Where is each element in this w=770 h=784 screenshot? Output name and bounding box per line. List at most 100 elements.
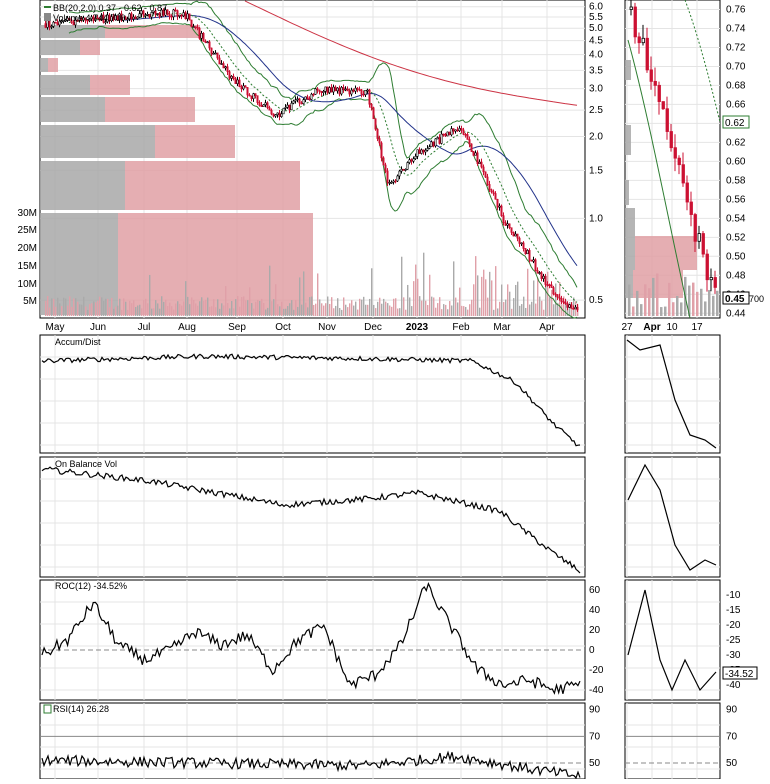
volume-bar bbox=[297, 306, 299, 316]
candle-body bbox=[368, 89, 371, 105]
candle-body bbox=[478, 161, 481, 164]
candle-body bbox=[326, 86, 329, 93]
volume-bar bbox=[175, 303, 177, 316]
volume-bar bbox=[251, 303, 253, 316]
candle-body bbox=[498, 205, 501, 208]
volume-bar bbox=[369, 298, 371, 316]
zoom-candle-body bbox=[677, 157, 681, 166]
volume-bar bbox=[65, 298, 67, 316]
volume-bar bbox=[527, 268, 529, 316]
candle-body bbox=[190, 19, 193, 28]
volume-bar bbox=[267, 307, 269, 316]
y-label-1: 1.0 bbox=[589, 213, 603, 224]
zoom-candle-body bbox=[685, 182, 689, 203]
zoom-volume-bar bbox=[704, 301, 707, 316]
vol-tick-20M: 20M bbox=[18, 243, 37, 254]
candle-body bbox=[270, 109, 273, 115]
candle-body bbox=[218, 57, 221, 65]
candle-body bbox=[104, 21, 107, 24]
candle-body bbox=[192, 26, 195, 28]
candle-body bbox=[108, 14, 111, 22]
volume-bar bbox=[269, 265, 271, 316]
candle-body bbox=[210, 47, 213, 55]
volume-bar bbox=[111, 297, 113, 316]
volume-bar bbox=[121, 309, 123, 316]
volume-bar bbox=[131, 303, 133, 316]
zoom-volume-bar bbox=[644, 284, 647, 316]
candle-body bbox=[140, 10, 143, 15]
candle-body bbox=[314, 88, 317, 95]
roc-zoom-tick--40: -40 bbox=[726, 680, 741, 691]
rsi-zoom-tick-90: 90 bbox=[726, 705, 738, 716]
indicator-frame-2 bbox=[39, 579, 586, 701]
volume-bar bbox=[313, 304, 315, 316]
accum-dist-label: Accum/Dist bbox=[55, 337, 101, 347]
bb-mid-line bbox=[68, 12, 578, 303]
bollinger-bands bbox=[68, 0, 578, 319]
candle-body bbox=[216, 52, 219, 59]
candle-body bbox=[208, 41, 211, 49]
candle-body bbox=[188, 13, 191, 21]
volume-bar bbox=[115, 306, 117, 316]
candle-body bbox=[178, 14, 181, 17]
volume-bar bbox=[99, 296, 101, 316]
volume-bar bbox=[551, 289, 553, 316]
volume-bar bbox=[245, 300, 247, 316]
candle-body bbox=[182, 12, 185, 17]
candle-body bbox=[358, 89, 361, 91]
candle-body bbox=[222, 63, 225, 69]
volume-bar bbox=[209, 306, 211, 316]
candle-body bbox=[264, 102, 267, 106]
volume-bar bbox=[489, 271, 491, 316]
candle-body bbox=[306, 96, 309, 99]
volume-bar bbox=[203, 300, 205, 316]
rsi-tick-50: 50 bbox=[589, 758, 601, 769]
volume-bar bbox=[521, 304, 523, 316]
volume-bar bbox=[161, 296, 163, 316]
zoom-volume-bar bbox=[676, 295, 679, 316]
candle-body bbox=[146, 14, 149, 16]
candle-body bbox=[382, 157, 385, 166]
candle-body bbox=[220, 63, 223, 65]
candle-body bbox=[424, 149, 427, 153]
candle-body bbox=[278, 112, 281, 117]
candle-body bbox=[546, 284, 549, 286]
zoom-y-label-0.54: 0.54 bbox=[726, 213, 746, 224]
ma-mid-line bbox=[124, 14, 578, 266]
candle-body bbox=[348, 90, 351, 95]
volume-bar bbox=[119, 298, 121, 316]
volume-bar bbox=[469, 304, 471, 316]
candle-body bbox=[244, 85, 247, 88]
candle-body bbox=[438, 137, 441, 144]
volume-bar bbox=[55, 306, 57, 316]
candle-body bbox=[212, 52, 215, 55]
zoom-y-label-0.72: 0.72 bbox=[726, 42, 746, 53]
volume-bar bbox=[453, 261, 455, 316]
obv-zoom-line bbox=[627, 463, 717, 571]
zoom-candle-body bbox=[657, 84, 661, 102]
candle-body bbox=[156, 13, 159, 15]
roc-zoom-line bbox=[627, 589, 717, 692]
volume-bar bbox=[449, 301, 451, 316]
volume-bar bbox=[371, 268, 373, 316]
candle-body bbox=[56, 22, 59, 26]
volume-bar bbox=[59, 303, 61, 316]
y-label-5.5: 5.5 bbox=[589, 12, 603, 23]
zoom-volume-bar bbox=[700, 288, 703, 316]
candle-body bbox=[54, 21, 57, 24]
zoom-candle-body bbox=[641, 37, 645, 44]
zoom-y-label-0.5: 0.50 bbox=[726, 251, 746, 262]
volume-bar bbox=[293, 309, 295, 316]
volume-bar bbox=[135, 307, 137, 316]
zoom-volume-bar bbox=[696, 291, 699, 316]
volume-bar bbox=[271, 301, 273, 316]
candle-body bbox=[398, 170, 401, 177]
volume-bar bbox=[505, 299, 507, 316]
volume-bar bbox=[353, 305, 355, 316]
volume-bar bbox=[455, 297, 457, 316]
zoom-candle-body bbox=[697, 233, 701, 242]
volume-bar bbox=[529, 304, 531, 316]
candle-body bbox=[236, 79, 239, 84]
volume-bar bbox=[113, 308, 115, 316]
volume-bar bbox=[189, 304, 191, 316]
